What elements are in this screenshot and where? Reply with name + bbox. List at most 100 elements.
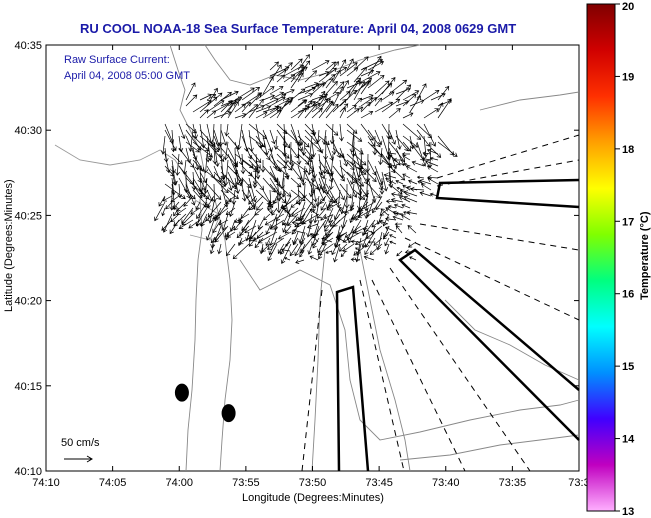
current-vector <box>248 104 265 113</box>
current-vector <box>284 225 292 234</box>
current-vector <box>367 55 382 77</box>
current-vector <box>212 147 218 165</box>
current-vector <box>409 256 417 261</box>
current-vector <box>360 80 371 95</box>
current-vector <box>297 107 307 119</box>
current-vector <box>375 201 383 211</box>
current-vector <box>367 129 381 148</box>
current-vector <box>402 93 417 107</box>
current-vector <box>172 201 180 210</box>
current-vector <box>384 237 390 247</box>
current-vector <box>214 225 229 243</box>
current-vector <box>232 243 250 260</box>
current-vector <box>318 165 326 180</box>
current-vector <box>267 237 285 250</box>
current-vector <box>317 243 334 255</box>
current-vector <box>420 183 432 191</box>
current-vector <box>233 219 243 231</box>
current-vector <box>199 109 209 119</box>
current-vector <box>309 209 319 216</box>
current-vector <box>328 213 334 224</box>
colorbar-ticks: 13 14 15 16 17 18 19 20 <box>615 1 635 518</box>
current-vector <box>218 219 229 226</box>
current-vector <box>396 250 403 257</box>
buoy-1 <box>174 383 189 402</box>
current-vector <box>395 179 404 185</box>
current-vector <box>262 76 274 95</box>
current-vector <box>320 201 327 211</box>
current-vector <box>409 141 425 162</box>
current-vector <box>267 195 285 205</box>
current-vector <box>276 97 290 119</box>
current-vector <box>269 97 286 107</box>
current-vector <box>350 257 361 262</box>
current-vector <box>349 165 355 185</box>
current-vector <box>332 98 347 113</box>
current-vector <box>407 179 418 185</box>
current-vector <box>426 165 439 173</box>
current-vector <box>336 189 342 209</box>
current-vector <box>290 106 310 119</box>
current-vector <box>353 77 373 95</box>
x-axis-ticks: 74:10 74:05 74:00 73:55 73:50 73:45 73:40 73:35… <box>32 45 590 489</box>
current-vector <box>195 201 201 210</box>
current-vector <box>387 151 397 156</box>
current-vector <box>373 237 383 246</box>
current-vector <box>311 82 325 95</box>
current-vector <box>255 111 268 119</box>
current-vector <box>419 191 432 197</box>
current-vector <box>224 231 229 241</box>
current-vector <box>240 153 246 175</box>
current-vector <box>217 243 222 255</box>
current-vector <box>291 207 306 217</box>
current-vector <box>367 159 377 176</box>
current-vector <box>367 183 381 199</box>
current-vector <box>409 95 421 113</box>
current-vector <box>422 157 432 162</box>
current-vector <box>339 147 348 167</box>
current-vector <box>292 228 305 234</box>
current-vector <box>206 87 218 107</box>
isobath-contour-8 <box>479 91 580 111</box>
current-vector <box>192 147 200 171</box>
current-vector <box>380 208 389 216</box>
current-vector <box>367 74 385 89</box>
current-vector <box>268 237 278 256</box>
current-vector <box>271 207 278 216</box>
current-vector <box>241 129 249 152</box>
current-vector <box>325 250 333 254</box>
current-vector <box>379 219 389 225</box>
current-vector <box>223 141 229 161</box>
current-vector <box>276 129 291 149</box>
current-vector <box>185 82 196 101</box>
current-vector <box>297 135 310 148</box>
current-vector <box>248 147 262 164</box>
current-vector <box>360 97 374 107</box>
current-vector <box>388 165 406 181</box>
current-vector <box>316 207 327 219</box>
current-vector <box>346 141 364 155</box>
current-vector <box>276 69 287 77</box>
current-vector <box>350 141 356 166</box>
current-vector <box>385 177 397 185</box>
current-vector <box>402 173 411 179</box>
current-vector <box>392 210 403 216</box>
current-vector <box>369 243 383 256</box>
current-vector <box>409 135 415 150</box>
current-vector <box>332 147 345 158</box>
current-vector <box>178 123 186 140</box>
current-vector <box>353 243 369 256</box>
current-vector <box>244 225 257 234</box>
current-vector <box>320 213 327 221</box>
current-vector <box>213 91 232 107</box>
current-vector <box>389 240 397 245</box>
current-vector <box>353 159 361 182</box>
current-vector <box>416 123 433 139</box>
current-vector <box>385 226 397 233</box>
current-vector <box>398 196 411 203</box>
buoy-markers <box>174 383 236 423</box>
current-vector <box>248 237 257 247</box>
current-vector <box>367 135 375 147</box>
current-vector <box>190 207 201 215</box>
current-vector <box>422 151 432 156</box>
